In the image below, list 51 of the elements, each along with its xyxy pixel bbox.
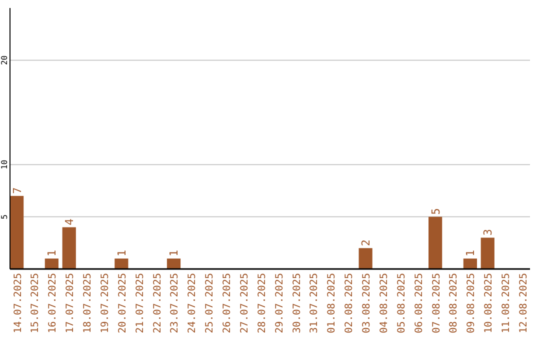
y-tick-label: 10	[0, 160, 9, 170]
x-tick-label: 16.07.2025	[48, 273, 59, 334]
x-tick-label: 24.07.2025	[187, 273, 198, 334]
x-tick-label: 21.07.2025	[134, 273, 146, 334]
x-tick-label: 31.07.2025	[309, 273, 320, 334]
y-tick-label: 20	[0, 55, 9, 66]
data-label: 2	[360, 239, 373, 246]
x-tick-label: 27.07.2025	[239, 273, 250, 334]
y-tick-label: 5	[0, 214, 9, 220]
x-tick-label: 30.07.2025	[292, 273, 303, 334]
bar	[463, 258, 477, 269]
x-tick-label: 04.08.2025	[379, 273, 390, 334]
x-tick-label: 18.07.2025	[82, 273, 94, 334]
x-tick-label: 29.07.2025	[274, 273, 286, 334]
x-tick-label: 09.08.2025	[466, 273, 478, 334]
x-tick-label: 20.07.2025	[117, 273, 128, 334]
data-label: 3	[482, 229, 495, 236]
bar	[114, 258, 128, 269]
x-tick-label: 05.08.2025	[396, 273, 408, 334]
bar	[62, 227, 76, 269]
data-label: 1	[168, 250, 181, 257]
x-tick-label: 23.07.2025	[170, 273, 181, 334]
bar	[166, 258, 181, 269]
data-label: 1	[46, 250, 59, 257]
data-label: 1	[115, 250, 128, 257]
x-tick-label: 07.08.2025	[431, 273, 442, 334]
x-tick-label: 14.07.2025	[12, 273, 24, 334]
x-tick-label: 15.07.2025	[30, 273, 42, 334]
x-tick-label: 25.07.2025	[204, 273, 216, 334]
x-tick-label: 28.07.2025	[256, 273, 268, 334]
x-tick-label: 08.08.2025	[448, 273, 460, 334]
x-tick-label: 12.08.2025	[518, 273, 530, 334]
bar	[358, 248, 372, 269]
bar	[10, 196, 24, 269]
bar	[480, 238, 494, 269]
x-tick-label: 11.08.2025	[501, 273, 512, 334]
x-tick-label: 06.08.2025	[414, 273, 425, 334]
x-tick-label: 19.07.2025	[100, 273, 111, 334]
data-label: 7	[10, 187, 24, 194]
bar	[44, 258, 58, 269]
x-tick-label: 02.08.2025	[344, 273, 356, 334]
x-tick-label: 03.08.2025	[362, 273, 373, 334]
x-tick-label: 26.07.2025	[222, 273, 234, 334]
x-tick-label: 01.08.2025	[326, 273, 338, 334]
data-label: 4	[63, 218, 76, 226]
data-label: 1	[464, 250, 478, 257]
bar	[428, 216, 442, 269]
x-tick-label: 10.08.2025	[484, 273, 495, 334]
data-label: 5	[429, 208, 442, 215]
x-tick-label: 22.07.2025	[152, 273, 164, 334]
x-tick-label: 17.07.2025	[65, 273, 76, 334]
